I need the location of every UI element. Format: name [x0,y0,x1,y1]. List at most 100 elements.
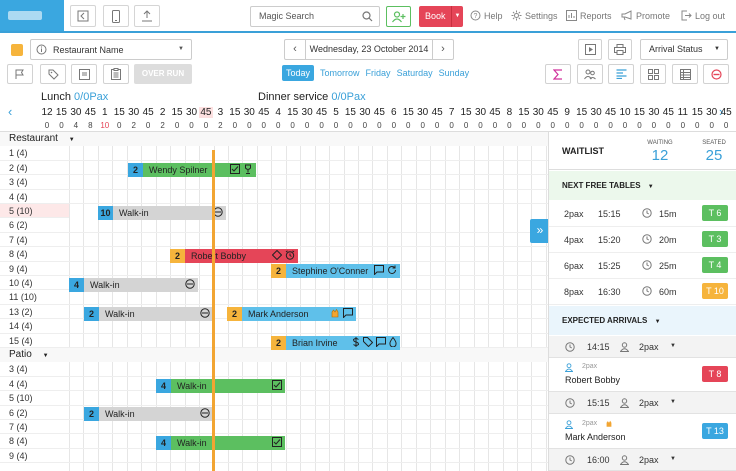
arrival-guest[interactable]: 2pax Robert Bobby T 8 [549,358,736,392]
logout-link[interactable]: Log out [681,10,725,21]
list-view-button[interactable] [608,64,634,84]
table-view-button[interactable] [672,64,698,84]
reservation-bar[interactable]: 2 Walk-in [84,407,213,421]
person-icon-wrap [564,363,574,374]
color-swatch[interactable] [11,44,23,56]
reservation-bar[interactable]: 4 Walk-in [69,278,198,292]
chevron-down-icon[interactable]: ▼ [451,6,463,27]
export-icon[interactable] [134,5,160,27]
search-icon [362,11,373,22]
reservation-bar[interactable]: 2 Mark Anderson [227,307,356,321]
covers-count: 0 [723,121,729,130]
add-guest-button[interactable] [386,6,411,27]
table-badge[interactable]: T 10 [702,283,728,299]
time-tick-label: 15 [691,107,703,118]
tab-tomorrow[interactable]: Tomorrow [320,68,360,78]
table-row[interactable]: 11 (10) [0,290,548,305]
table-row[interactable]: 1 (4) [0,146,548,161]
table-badge[interactable]: T 4 [702,257,728,273]
collapse-icon[interactable] [70,5,96,27]
scroll-right-icon[interactable]: › [719,104,724,119]
settings-link[interactable]: Settings [511,10,558,21]
arrival-status-select[interactable]: Arrival Status ▼ [640,39,728,60]
reservation-body: Walk-in [99,407,213,421]
pax: 8pax [564,287,584,297]
help-link[interactable]: ? Help [470,10,503,21]
grid-view-button[interactable] [640,64,666,84]
sum-button[interactable] [545,64,571,84]
block-button[interactable] [703,64,729,84]
grid-column-line [415,132,417,471]
table-row[interactable]: 6 (2) [0,218,548,233]
free-table-row[interactable]: 8pax 16:30 60m T 10 [549,279,736,305]
reservation-bar[interactable]: 4 Walk-in [156,379,285,393]
notes-button[interactable] [71,64,97,84]
person-icon [564,420,574,429]
tag-button[interactable] [40,64,66,84]
book-button[interactable]: Book ▼ [419,6,463,27]
table-row[interactable]: 7 (4) [0,420,548,435]
section-restaurant[interactable]: Restaurant ▼ [0,132,548,147]
reservation-bar[interactable]: 2 Wendy Spilner [128,163,256,177]
play-button[interactable] [578,39,602,60]
arrival-time-row[interactable]: 14:15 2pax ▼ [549,336,736,358]
free-table-row[interactable]: 2pax 15:15 15m T 6 [549,201,736,227]
table-row[interactable]: 2 (4) [0,161,548,176]
free-table-row[interactable]: 4pax 15:20 20m T 3 [549,227,736,253]
scroll-left-icon[interactable]: ‹ [8,104,13,119]
current-date[interactable]: Wednesday, 23 October 2014 [305,40,433,59]
arrival-guest[interactable]: 2pax Mark Anderson T 13 [549,415,736,449]
arrival-time-row[interactable]: 16:00 2pax ▼ [549,449,736,471]
table-row[interactable]: 14 (4) [0,319,548,334]
reservation-icons [374,265,397,275]
table-badge[interactable]: T 6 [702,205,728,221]
time-tick-label: 45 [547,107,559,118]
reservation-bar[interactable]: 2 Stephine O'Conner [271,264,400,278]
table-row[interactable]: 9 (4) [0,449,548,464]
reservation-bar[interactable]: 2 Walk-in [84,307,213,321]
tab-sunday[interactable]: Sunday [438,68,470,78]
guests-button[interactable] [577,64,603,84]
clipboard-button[interactable] [103,64,129,84]
mobile-icon[interactable] [103,5,129,27]
table-badge[interactable]: T 3 [702,231,728,247]
expand-panel-button[interactable]: » [530,219,550,243]
waitlist-header[interactable]: WAITLIST WAITING 12 SEATED 25 [549,132,736,170]
free-table-row[interactable]: 6pax 15:25 25m T 4 [549,253,736,279]
table-badge[interactable]: T 8 [702,366,728,382]
table-row[interactable]: 3 (4) [0,175,548,190]
date-picker[interactable]: ‹ Wednesday, 23 October 2014 › [284,39,454,60]
reservation-bar[interactable]: 2 Brian Irvine [271,336,400,350]
flag-button[interactable] [7,64,33,84]
tab-friday[interactable]: Friday [365,68,391,78]
section-patio[interactable]: Patio ▼ [0,348,548,363]
promote-link[interactable]: Promote [621,10,670,21]
table-badge[interactable]: T 13 [702,423,728,439]
next-free-tables-header[interactable]: NEXT FREE TABLES ▼ [549,171,736,200]
prev-day-button[interactable]: ‹ [293,43,297,55]
reservation-bar[interactable]: 10 Walk-in [98,206,226,220]
reports-link[interactable]: Reports [566,10,612,21]
table-row[interactable]: 4 (4) [0,190,548,204]
reservation-bar[interactable]: 4 Walk-in [156,436,285,450]
tab-saturday[interactable]: Saturday [396,68,433,78]
table-row[interactable]: 5 (10) [0,204,69,219]
restaurant-select[interactable]: Restaurant Name ▼ [30,39,192,60]
table-row[interactable]: 10 (4) [0,276,548,291]
expected-arrivals-header[interactable]: EXPECTED ARRIVALS ▼ [549,306,736,335]
print-button[interactable] [608,39,632,60]
guest-name: Walk-in [177,438,207,448]
tag-icon [48,69,59,80]
arrival-time-row[interactable]: 15:15 2pax ▼ [549,392,736,414]
next-day-button[interactable]: › [441,43,445,55]
reservation-bar[interactable]: 2 Robert Bobby [170,249,298,263]
search-input[interactable]: Magic Search [250,6,380,27]
table-row[interactable]: 6 (2) [0,406,548,420]
table-row[interactable]: 5 (10) [0,391,548,406]
table-row[interactable]: 3 (4) [0,362,548,377]
app-logo[interactable] [0,0,64,31]
time-tick-label: 45 [258,107,270,118]
tab-today[interactable]: Today [282,65,315,81]
table-row[interactable]: 7 (4) [0,233,548,248]
overrun-button[interactable]: OVER RUN [134,64,192,84]
